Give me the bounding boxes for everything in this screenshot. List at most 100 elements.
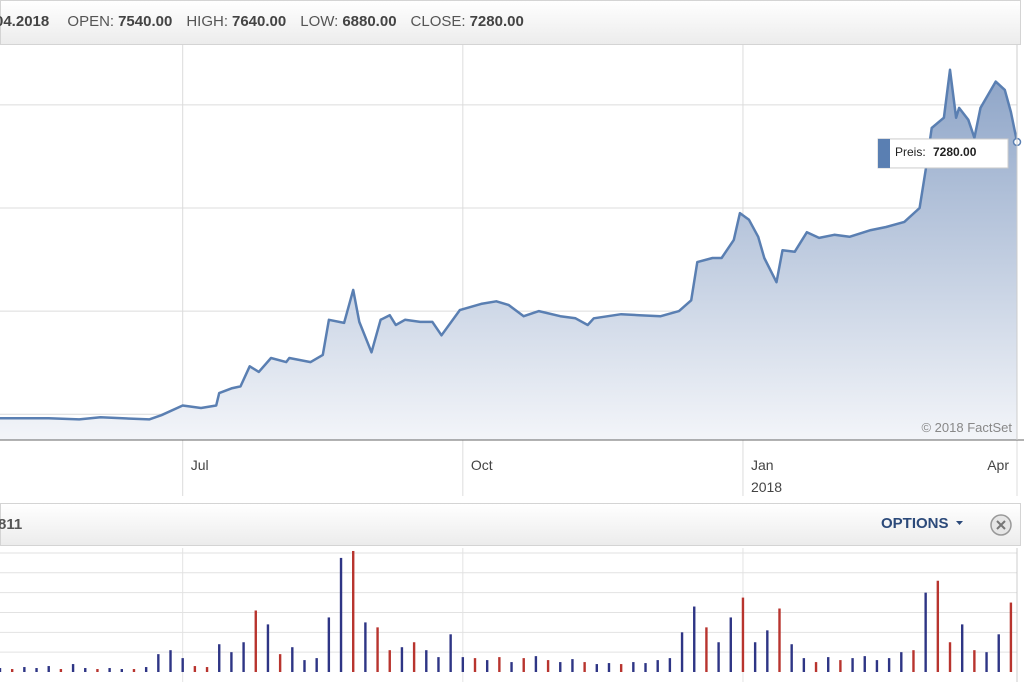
field-label: HIGH: — [186, 13, 228, 30]
volume-bar — [887, 658, 891, 672]
volume-bar — [205, 667, 209, 672]
volume-bar — [485, 660, 489, 672]
volume-bar — [254, 610, 257, 672]
tooltip-value: 7280.00 — [933, 145, 977, 159]
volume-bar — [900, 652, 903, 672]
volume-bar — [181, 658, 184, 672]
volume-bar — [510, 662, 513, 672]
volume-bar — [144, 667, 148, 672]
volume-bar — [364, 622, 367, 672]
volume-bar — [766, 630, 769, 672]
volume-bar — [388, 650, 391, 672]
volume-bar — [705, 627, 708, 672]
volume-bar — [339, 557, 343, 672]
volume-bar — [607, 663, 611, 672]
volume-bar — [120, 669, 123, 672]
volume-bar — [912, 650, 915, 672]
options-button[interactable]: OPTIONS — [881, 515, 963, 532]
volume-bar — [546, 660, 550, 672]
volume-bar — [559, 662, 562, 672]
volume-bar — [827, 657, 830, 672]
field-value: 7640.00 — [232, 13, 287, 30]
volume-bar — [266, 624, 270, 672]
quote-fields: OPEN: 7540.00 HIGH: 7640.00 LOW: 6880.00 CLOSE… — [67, 13, 537, 30]
volume-bar — [583, 662, 586, 672]
volume-bar — [693, 606, 696, 672]
volume-bar — [23, 667, 26, 672]
volume-bar — [924, 592, 927, 672]
volume-panel-bar: 811 OPTIONS — [0, 503, 1021, 546]
volume-bar — [84, 668, 87, 672]
volume-bar — [498, 657, 501, 672]
volume-bar — [851, 658, 854, 672]
x-tick-label: Oct — [471, 457, 493, 473]
volume-bar — [680, 632, 684, 672]
options-text[interactable]: OPTIONS — [881, 515, 949, 532]
volume-bar — [571, 659, 574, 672]
volume-bar — [242, 642, 245, 672]
volume-bar — [352, 550, 355, 672]
volume-bar — [291, 647, 294, 672]
volume-bar — [814, 662, 818, 672]
x-year-label: 2018 — [751, 479, 782, 495]
quote-bar: 04.2018 OPEN: 7540.00 HIGH: 7640.00 LOW: 6880… — [0, 0, 1021, 45]
volume-bar — [108, 668, 111, 672]
volume-bar — [997, 634, 1000, 672]
volume-bar — [47, 666, 50, 672]
volume-bar — [449, 634, 452, 672]
volume-bar — [595, 664, 599, 672]
volume-bar — [132, 669, 136, 672]
volume-bar — [717, 642, 720, 672]
volume-bar — [741, 597, 745, 672]
volume-bar — [802, 658, 806, 672]
volume-bar — [960, 624, 964, 672]
volume-bar — [437, 657, 440, 672]
volume-bar — [656, 660, 659, 672]
volume-bar — [973, 650, 976, 672]
volume-bar — [193, 666, 197, 672]
volume-bar — [303, 660, 306, 672]
volume-bar — [619, 664, 623, 672]
volume-bar — [948, 642, 952, 672]
volume-bar — [863, 656, 866, 672]
volume-bar — [425, 650, 428, 672]
quote-row: 04.2018 OPEN: 7540.00 HIGH: 7640.00 LOW: 6880… — [0, 13, 538, 30]
volume-bar — [412, 642, 416, 672]
volume-bar — [315, 658, 318, 672]
volume-bar — [96, 669, 99, 672]
tooltip-label: Preis: — [895, 145, 926, 159]
field-value: 7280.00 — [469, 13, 524, 30]
volume-bar — [461, 657, 465, 672]
field-label: CLOSE: — [410, 13, 466, 30]
volume-bar — [327, 617, 331, 672]
volume-bar — [985, 652, 988, 672]
x-tick-label: Jan — [751, 457, 774, 473]
volume-bar — [376, 627, 379, 672]
volume-label: 811 — [0, 516, 23, 533]
volume-bar — [10, 669, 14, 672]
volume-bar — [790, 644, 793, 672]
volume-bar — [473, 658, 477, 672]
tooltip-box — [877, 138, 1009, 169]
volume-bar — [278, 654, 282, 672]
volume-bar — [729, 617, 732, 672]
volume-bar — [632, 662, 635, 672]
volume-bar — [875, 660, 879, 672]
volume-bar — [1009, 602, 1013, 672]
options-caret[interactable] — [955, 519, 965, 527]
price-area — [0, 69, 1017, 441]
volume-bar — [936, 580, 940, 672]
volume-bar — [35, 668, 38, 672]
x-tick-label: Apr — [987, 457, 1009, 473]
field-label: LOW: — [300, 13, 339, 30]
price-line — [0, 68, 1019, 421]
volume-bar — [839, 660, 842, 672]
close-button[interactable] — [989, 513, 1013, 537]
volume-bar — [157, 654, 160, 672]
volume-bar — [59, 669, 63, 672]
quote-date: 04.2018 — [0, 13, 50, 30]
volume-bar — [668, 658, 672, 672]
field-label: OPEN: — [67, 13, 115, 30]
volume-bar — [522, 658, 525, 672]
